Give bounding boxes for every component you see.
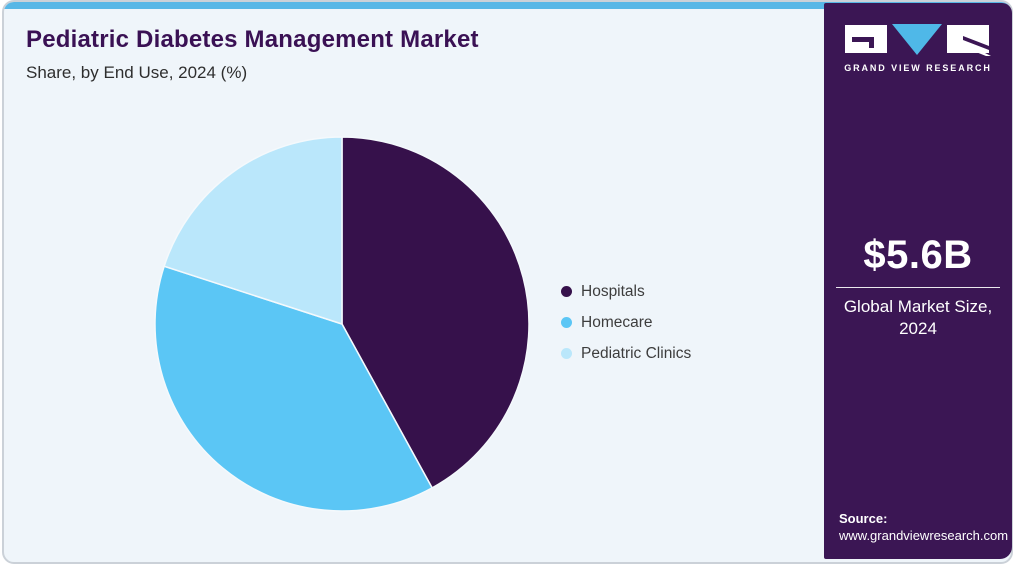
- source-block: Source: www.grandviewresearch.com: [839, 511, 1008, 543]
- gvr-logo-icon: [845, 24, 991, 56]
- legend-label: Hospitals: [581, 282, 645, 300]
- legend: Hospitals Homecare Pediatric Clinics: [561, 281, 691, 364]
- pie-slice-pediatric-clinics: [163, 136, 343, 326]
- legend-dot-pediatric-clinics: [561, 348, 572, 359]
- legend-label: Pediatric Clinics: [581, 344, 692, 362]
- gvr-logo: GRAND VIEW RESEARCH: [824, 23, 1012, 73]
- sidebar: GRAND VIEW RESEARCH $5.6B Global Market …: [824, 3, 1012, 559]
- legend-label: Homecare: [581, 313, 653, 331]
- market-size-label-line2: 2024: [899, 318, 937, 338]
- market-size-label-line1: Global Market Size,: [843, 297, 993, 316]
- legend-dot-homecare: [561, 317, 572, 328]
- source-url: www.grandviewresearch.com: [839, 528, 1009, 543]
- source-label: Source:: [839, 511, 888, 526]
- market-size-divider: [836, 287, 1000, 288]
- legend-dot-hospitals: [561, 286, 572, 297]
- market-size-value: $5.6B: [863, 233, 973, 277]
- pie-slice-homecare: [154, 265, 434, 512]
- legend-item-pediatric-clinics: Pediatric Clinics: [561, 343, 691, 364]
- top-accent-bar: [4, 2, 1011, 9]
- pie-chart: [152, 134, 532, 514]
- legend-item-hospitals: Hospitals: [561, 281, 691, 302]
- pie-chart-svg: [154, 136, 530, 512]
- gvr-logo-text: GRAND VIEW RESEARCH: [844, 63, 992, 73]
- page-title: Pediatric Diabetes Management Market: [26, 26, 479, 53]
- page-subtitle: Share, by End Use, 2024 (%): [26, 63, 248, 82]
- legend-item-homecare: Homecare: [561, 312, 691, 333]
- market-size-block: $5.6B Global Market Size, 2024: [824, 233, 1012, 340]
- header: Pediatric Diabetes Management Market Sha…: [26, 26, 479, 83]
- pie-slice-hospitals: [341, 136, 530, 489]
